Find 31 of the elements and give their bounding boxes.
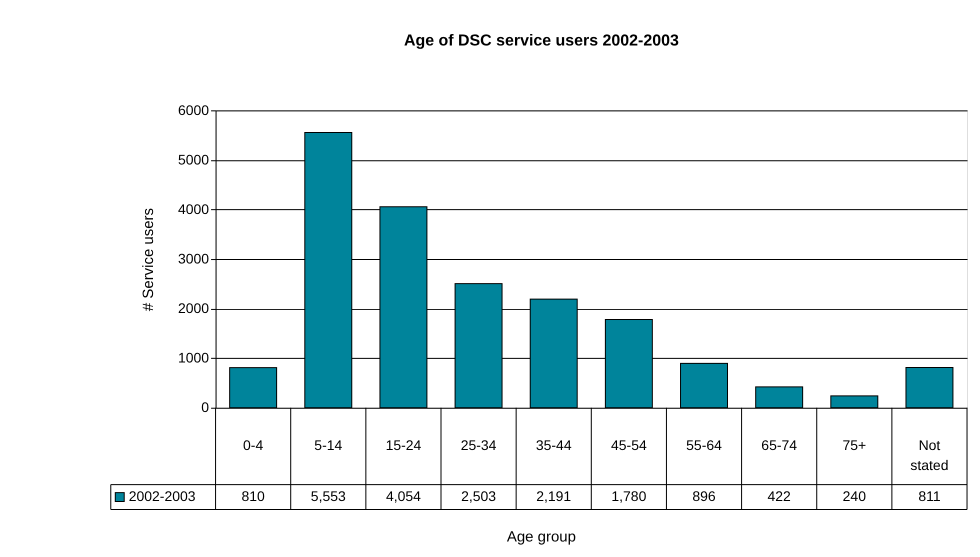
x-tick-label: 5-14 [314,437,342,454]
x-tick-label: Not stated [910,437,948,474]
legend-label: 2002-2003 [128,488,196,504]
y-tick-label: 2000 [178,300,210,316]
x-tick-label: 0-4 [243,437,264,454]
data-label: 2,503 [461,488,496,504]
x-tick-label: 75+ [842,437,866,454]
data-label: 811 [918,488,941,504]
x-tick-label: 25-34 [460,437,497,454]
x-tick-label: 65-74 [761,437,798,454]
x-tick-label: 15-24 [386,437,422,454]
data-label: 4,054 [386,488,422,504]
x-tick-label: 35-44 [536,437,572,454]
chart-title: Age of DSC service users 2002-2003 [404,32,679,50]
data-label: 810 [241,488,266,504]
y-tick-label: 0 [201,399,210,416]
y-tick-label: 1000 [178,350,210,366]
x-tick-label: 55-64 [686,437,722,454]
x-tick-label: 45-54 [611,437,647,454]
y-tick-label: 5000 [178,151,210,168]
y-tick-label: 4000 [178,200,210,217]
x-axis-title: Age group [506,528,576,546]
data-label: 896 [692,488,716,504]
data-label: 5,553 [310,488,346,504]
data-label: 2,191 [536,488,572,504]
data-label: 240 [842,488,866,504]
data-label: 422 [768,488,792,504]
y-tick-label: 3000 [178,250,210,267]
data-label: 1,780 [611,488,647,504]
y-axis-title: # Service users [140,208,158,312]
y-tick-label: 6000 [178,102,210,118]
